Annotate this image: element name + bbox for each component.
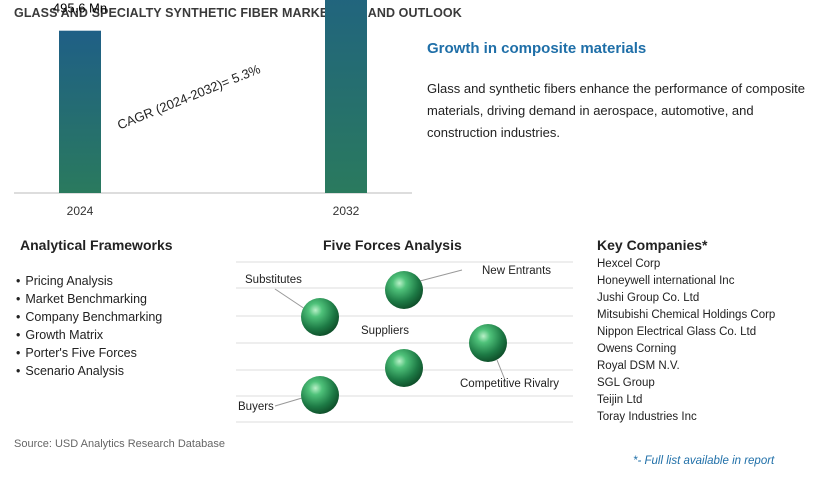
substitutes-sphere — [301, 298, 339, 336]
substitutes-connector — [274, 288, 306, 310]
new-entrants-sphere — [385, 271, 423, 309]
x-tick-label: 2024 — [67, 204, 94, 218]
new-entrants-connector — [419, 269, 463, 282]
suppliers-sphere — [385, 349, 423, 387]
list-item: Growth Matrix — [16, 326, 162, 344]
five-forces-diagram — [236, 261, 573, 423]
buyers-label: Buyers — [238, 401, 274, 413]
list-item: Royal DSM N.V. — [597, 360, 680, 372]
companies-heading: Key Companies* — [597, 237, 708, 253]
list-item: Honeywell international Inc — [597, 275, 735, 287]
companies-list: Hexcel Corp Honeywell international Inc … — [597, 256, 775, 426]
list-item: Mitsubishi Chemical Holdings Corp — [597, 309, 776, 321]
buyers-sphere — [301, 376, 339, 414]
rivalry-connector — [496, 359, 506, 381]
list-item: Scenario Analysis — [16, 362, 162, 380]
bar-2024 — [59, 30, 101, 194]
bar-value-label: 495.6 Mn — [53, 1, 107, 16]
five-forces-heading: Five Forces Analysis — [323, 237, 462, 253]
buyers-connector — [274, 397, 303, 407]
list-item: Jushi Group Co. Ltd — [597, 292, 700, 304]
substitutes-label: Substitutes — [245, 274, 302, 286]
frameworks-heading: Analytical Frameworks — [20, 237, 173, 253]
list-item: Pricing Analysis — [16, 272, 162, 290]
list-item: Teijin Ltd — [597, 394, 643, 406]
frameworks-list: Pricing Analysis Market Benchmarking Com… — [16, 272, 162, 380]
list-item: Company Benchmarking — [16, 308, 162, 326]
suppliers-label: Suppliers — [361, 325, 409, 337]
bar-2032 — [325, 0, 367, 193]
rivalry-sphere — [469, 324, 507, 362]
list-item: Market Benchmarking — [16, 290, 162, 308]
list-item: Toray Industries Inc — [597, 411, 697, 423]
footnote: *- Full list available in report — [633, 455, 775, 467]
new-entrants-label: New Entrants — [482, 265, 552, 277]
list-item: Nippon Electrical Glass Co. Ltd — [597, 326, 757, 338]
competitive-rivalry-label: Competitive Rivalry — [460, 378, 560, 390]
list-item: Owens Corning — [597, 343, 677, 355]
source-note: Source: USD Analytics Research Database — [14, 438, 225, 450]
list-item: Hexcel Corp — [597, 258, 661, 270]
x-tick-label: 2032 — [333, 204, 360, 218]
growth-text: Glass and synthetic fibers enhance the p… — [427, 81, 805, 140]
list-item: SGL Group — [597, 377, 655, 389]
list-item: Porter's Five Forces — [16, 344, 162, 362]
growth-heading: Growth in composite materials — [427, 40, 647, 57]
